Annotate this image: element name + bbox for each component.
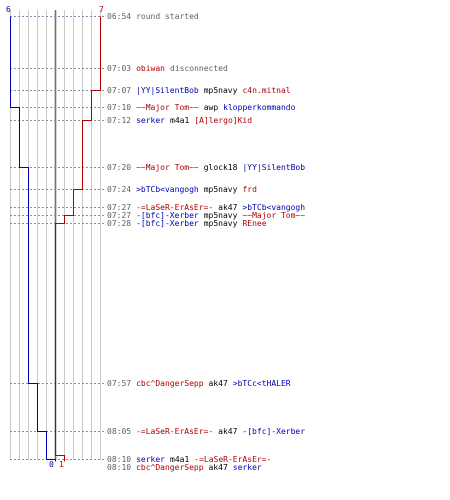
victim-name: serker [232, 463, 262, 472]
weapon-name: m4a1 [170, 116, 190, 125]
blue-team-alive-line [10, 16, 56, 462]
event-time: 07:28 [107, 219, 132, 228]
event-time: 07:57 [107, 379, 132, 388]
weapon-name: mp5navy [203, 86, 238, 95]
victim-name: frd [242, 185, 257, 194]
weapon-name: mp5navy [203, 211, 238, 220]
event-message: round started [136, 12, 199, 21]
event-row: 07:27 -[bfc]-Xerber mp5navy ~~Major Tom~~ [107, 211, 310, 220]
event-time: 08:10 [107, 455, 132, 464]
blue-end-count: 0 [49, 460, 54, 469]
player-name: obiwan [136, 64, 165, 73]
killer-name: -=LaSeR-ErAsEr=- [136, 203, 214, 212]
event-guide-lines [10, 16, 105, 460]
event-row: 08:10 cbc^DangerSepp ak47 serker [107, 463, 267, 472]
victim-name: c4n.mitnal [242, 86, 291, 95]
red-team-alive-line [55, 16, 101, 462]
blue-start-count: 6 [6, 5, 11, 14]
weapon-name: ak47 [208, 463, 228, 472]
event-row: 08:10 serker m4a1 -=LaSeR-ErAsEr=- [107, 455, 276, 464]
event-time: 07:24 [107, 185, 132, 194]
event-time: 07:27 [107, 211, 132, 220]
event-time: 07:07 [107, 86, 132, 95]
victim-name: -[bfc]-Xerber [242, 427, 306, 436]
killer-name: cbc^DangerSepp [136, 463, 204, 472]
event-row: 07:28 -[bfc]-Xerber mp5navy REnee [107, 219, 272, 228]
weapon-name: mp5navy [203, 185, 238, 194]
victim-name: ~~Major Tom~~ [242, 211, 306, 220]
victim-name: |YY|SilentBob [242, 163, 306, 172]
weapon-name: ak47 [208, 379, 228, 388]
event-time: 07:03 [107, 64, 132, 73]
event-row: 08:05 -=LaSeR-ErAsEr=- ak47 -[bfc]-Xerber [107, 427, 310, 436]
weapon-name: awp [203, 103, 219, 112]
killer-name: |YY|SilentBob [136, 86, 199, 95]
event-time: 08:10 [107, 463, 132, 472]
victim-name: [A]lergo]Kid [194, 116, 253, 125]
weapon-name: ak47 [218, 203, 238, 212]
killer-name: serker [136, 455, 165, 464]
event-time: 06:54 [107, 12, 132, 21]
weapon-name: mp5navy [203, 219, 238, 228]
event-row: 07:03 obiwan disconnected [107, 64, 233, 73]
event-message: disconnected [170, 64, 228, 73]
victim-name: klopperkommando [223, 103, 296, 112]
alive-graph: 6 7 0 1 [6, 5, 105, 469]
event-row: 07:20 ~~Major Tom~~ glock18 |YY|SilentBob [107, 163, 310, 172]
event-row: 07:27 -=LaSeR-ErAsEr=- ak47 >bTCb<vangogh [107, 203, 310, 212]
killer-name: -=LaSeR-ErAsEr=- [136, 427, 214, 436]
killer-name: >bTCb<vangogh [136, 185, 199, 194]
event-row: 07:24 >bTCb<vangogh mp5navy frd [107, 185, 262, 194]
event-row: 07:57 cbc^DangerSepp ak47 >bTCc<tHALER [107, 379, 296, 388]
event-row: 07:12 serker m4a1 [A]lergo]Kid [107, 116, 257, 125]
event-log: 06:54 round started 07:03 obiwan disconnecte… [107, 0, 450, 500]
event-time: 07:20 [107, 163, 132, 172]
victim-name: REnee [242, 219, 267, 228]
event-row: 07:10 ~~Major Tom~~ awp klopperkommando [107, 103, 300, 112]
event-time: 07:12 [107, 116, 132, 125]
event-time: 07:27 [107, 203, 132, 212]
red-start-count: 7 [99, 5, 104, 14]
weapon-name: m4a1 [170, 455, 190, 464]
event-time: 07:10 [107, 103, 132, 112]
killer-name: -[bfc]-Xerber [136, 219, 199, 228]
weapon-name: ak47 [218, 427, 238, 436]
victim-name: >bTCc<tHALER [232, 379, 291, 388]
event-row: 07:07 |YY|SilentBob mp5navy c4n.mitnal [107, 86, 296, 95]
killer-name: -[bfc]-Xerber [136, 211, 199, 220]
killer-name: ~~Major Tom~~ [136, 163, 199, 172]
red-end-count: 1 [59, 460, 64, 469]
killer-name: serker [136, 116, 165, 125]
killer-name: cbc^DangerSepp [136, 379, 204, 388]
event-time: 08:05 [107, 427, 132, 436]
killer-name: ~~Major Tom~~ [136, 103, 199, 112]
event-row: 06:54 round started [107, 12, 204, 21]
victim-name: >bTCb<vangogh [242, 203, 306, 212]
victim-name: -=LaSeR-ErAsEr=- [194, 455, 272, 464]
weapon-name: glock18 [203, 163, 238, 172]
